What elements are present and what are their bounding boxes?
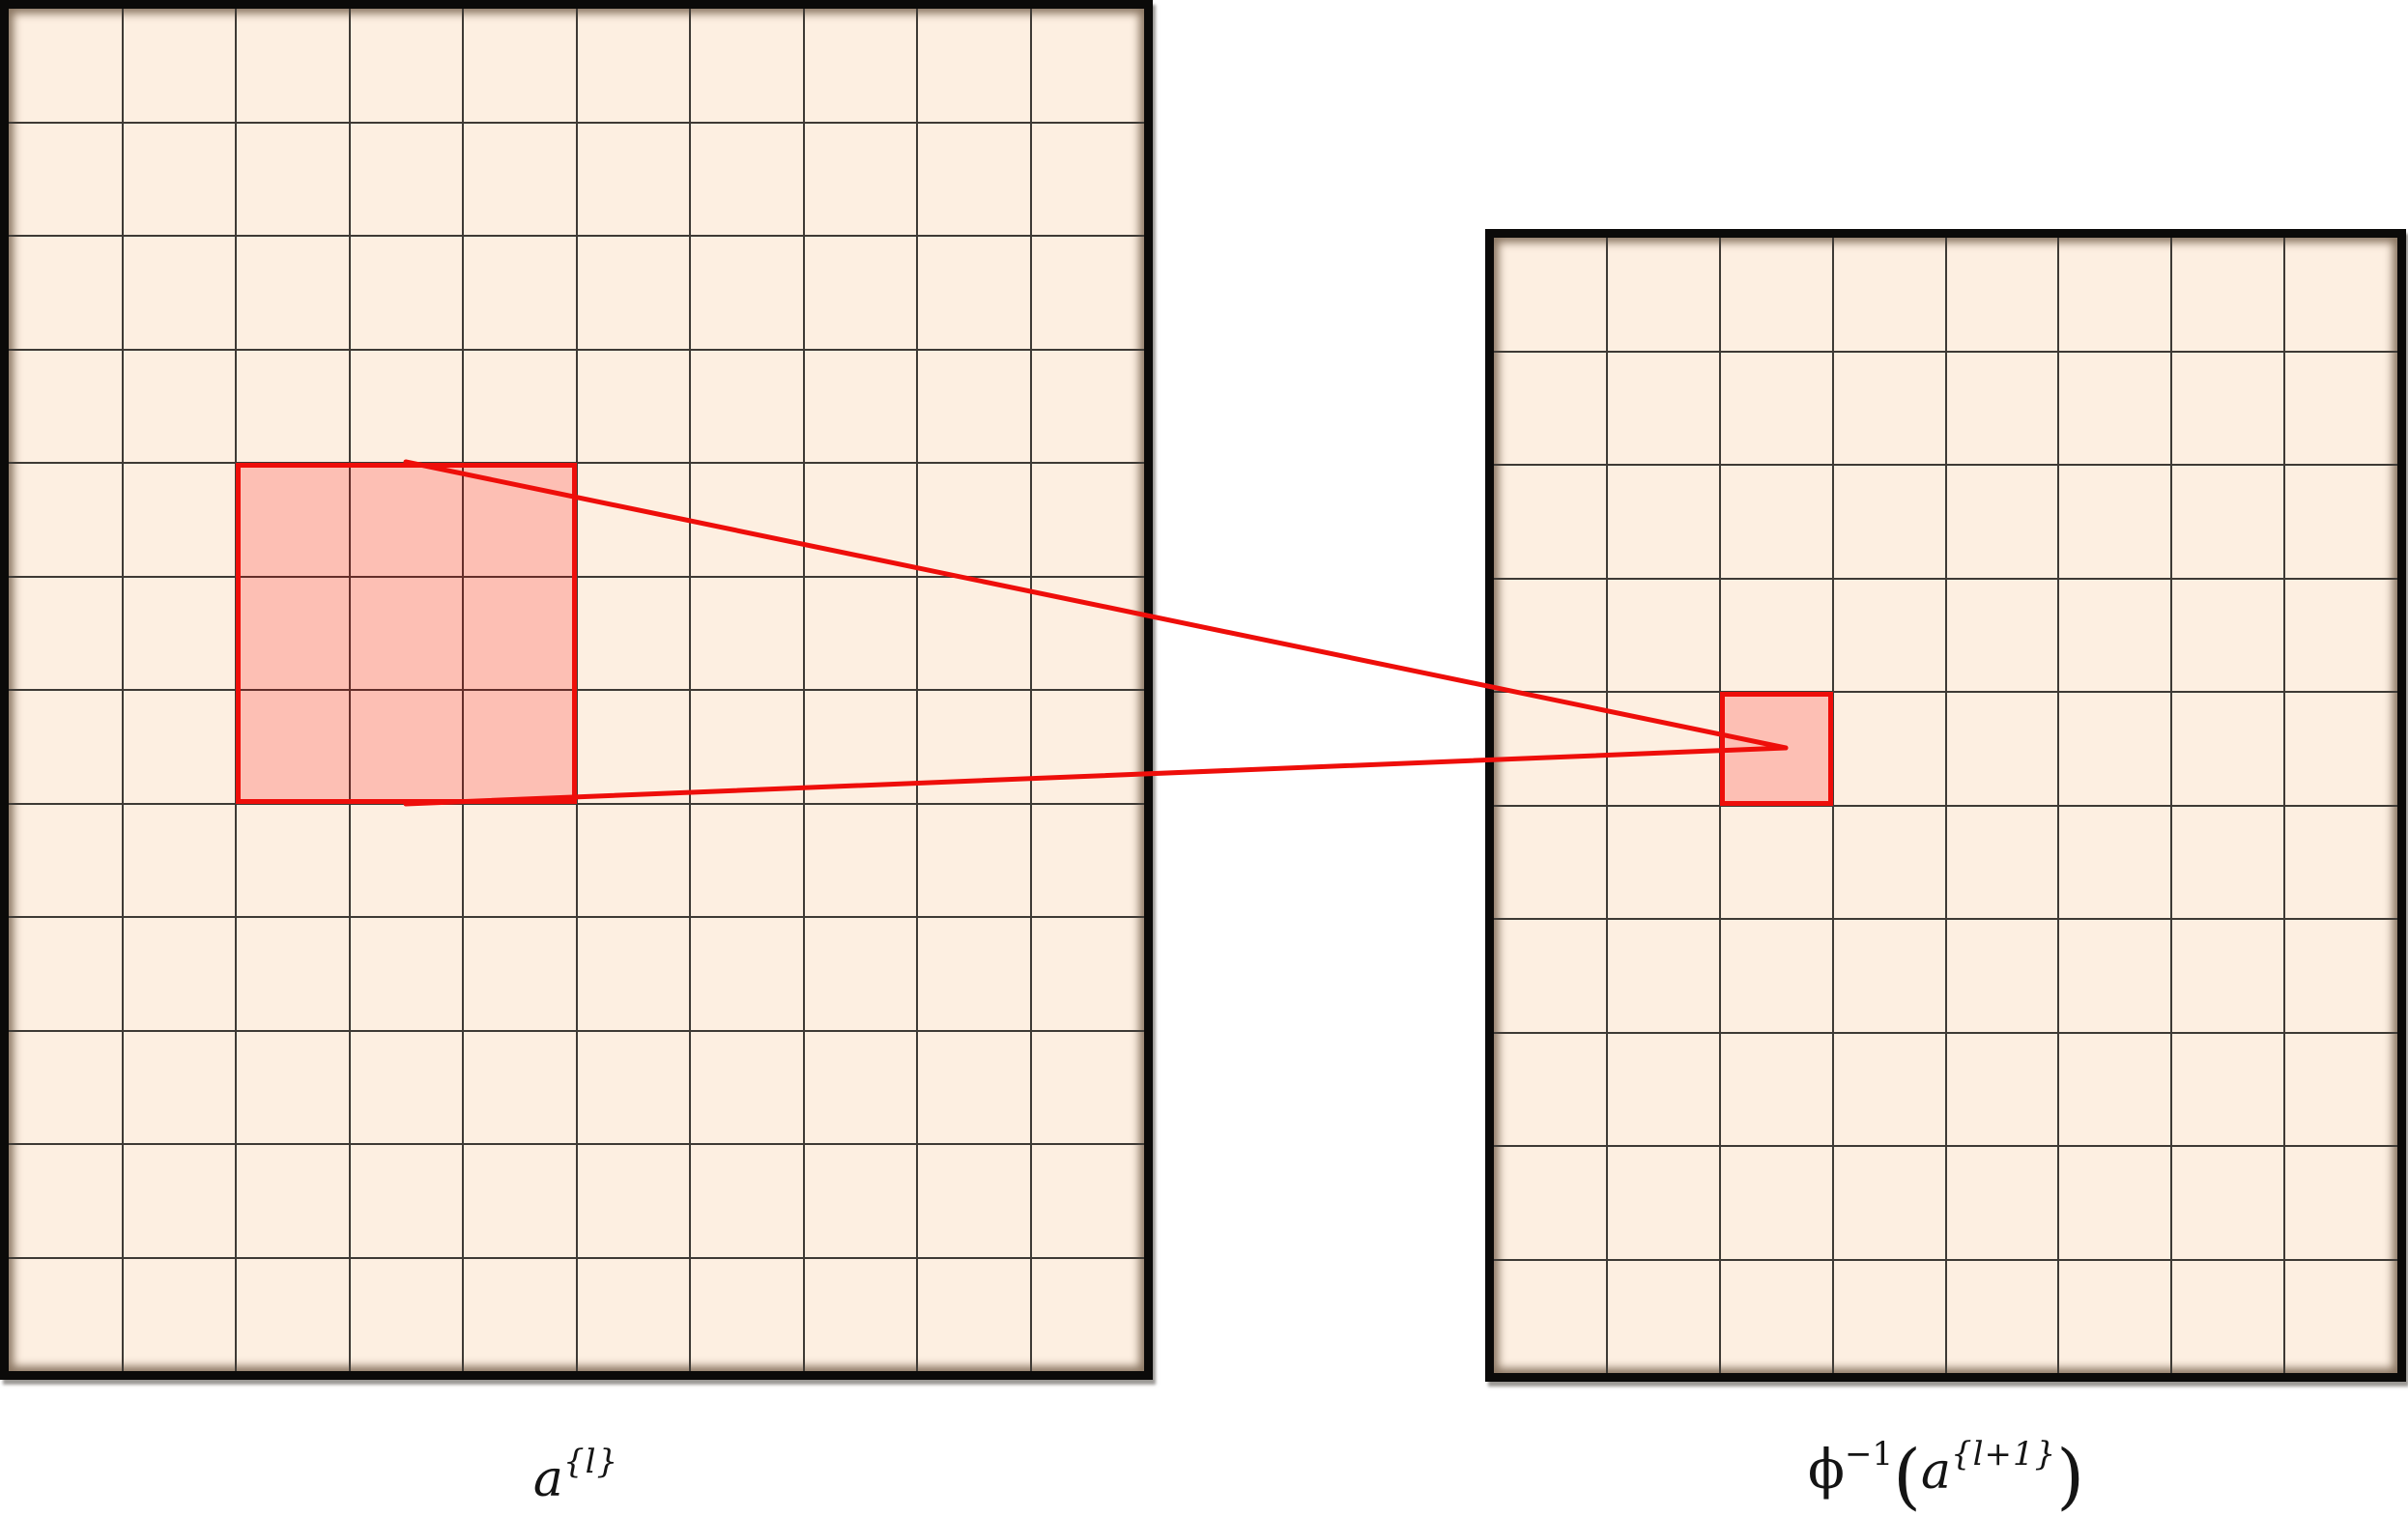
grid-line xyxy=(9,1029,1144,1032)
inverse-superscript: −1 xyxy=(1845,1435,1894,1474)
grid-line xyxy=(1494,577,2397,580)
grid-line xyxy=(1494,918,2397,920)
open-paren: ( xyxy=(1893,1435,1922,1517)
left-feature-map-grid xyxy=(0,0,1153,1380)
right-grid-label: ϕ−1(a{l+1}) xyxy=(1808,1438,2084,1512)
grid-line xyxy=(1494,464,2397,466)
grid-line xyxy=(9,348,1144,351)
grid-line xyxy=(9,1256,1144,1259)
close-paren: ) xyxy=(2056,1435,2085,1517)
grid-line xyxy=(1494,691,2397,693)
right-feature-map-grid xyxy=(1485,229,2406,1382)
grid-line xyxy=(9,575,1144,578)
grid-line xyxy=(9,1143,1144,1145)
phi-symbol: ϕ xyxy=(1807,1439,1846,1502)
left-label-superscript: {l} xyxy=(562,1443,619,1481)
left-grid-label: a{l} xyxy=(533,1445,618,1504)
right-label-base: a xyxy=(1921,1443,1952,1501)
grid-line xyxy=(1494,350,2397,353)
grid-line xyxy=(9,689,1144,691)
grid-line xyxy=(1494,1031,2397,1034)
pooled-cell-highlight xyxy=(1719,692,1833,806)
right-label-superscript: {l+1} xyxy=(1951,1435,2057,1474)
grid-line xyxy=(9,462,1144,464)
grid-line xyxy=(1494,1258,2397,1261)
grid-line xyxy=(9,235,1144,237)
receptive-field-highlight xyxy=(236,463,577,804)
grid-line xyxy=(9,802,1144,805)
left-label-base: a xyxy=(532,1450,563,1508)
grid-line xyxy=(1494,1145,2397,1147)
grid-line xyxy=(1494,804,2397,807)
grid-line xyxy=(9,121,1144,124)
grid-line xyxy=(9,916,1144,918)
